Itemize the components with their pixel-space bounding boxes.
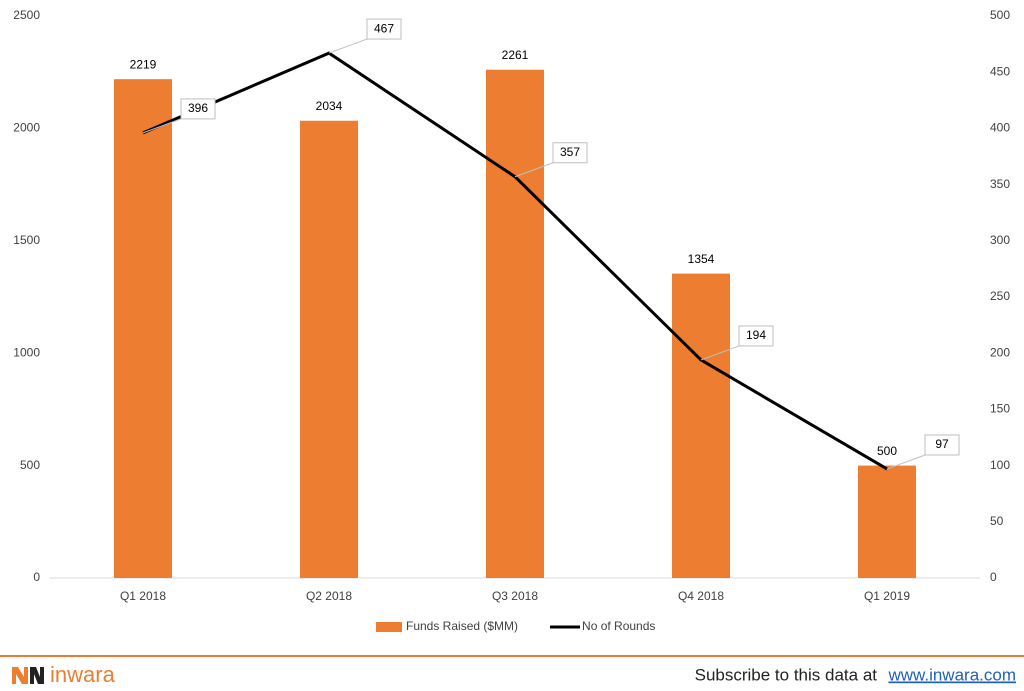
y2-tick-label: 200 — [990, 345, 1010, 359]
bar — [486, 69, 544, 578]
legend-swatch — [376, 622, 402, 632]
bar-value-label: 2261 — [502, 48, 529, 62]
x-tick-label: Q1 2018 — [120, 589, 166, 603]
callout-box — [738, 325, 774, 347]
callout-leader — [514, 162, 554, 178]
legend-label: No of Rounds — [582, 619, 655, 633]
y2-tick-label: 250 — [990, 289, 1010, 303]
bar-value-label: 2034 — [316, 99, 343, 113]
y2-tick-label: 450 — [990, 64, 1010, 78]
bar-value-label: 500 — [877, 444, 897, 458]
callout-leader — [886, 454, 926, 470]
y-tick-label: 500 — [20, 458, 40, 472]
line-value-label: 396 — [188, 101, 208, 115]
callout-leader — [700, 345, 740, 361]
x-tick-label: Q3 2018 — [492, 589, 538, 603]
y2-tick-label: 150 — [990, 402, 1010, 416]
callout-box — [552, 142, 588, 164]
bar — [114, 79, 172, 579]
legend-label: Funds Raised ($MM) — [406, 619, 518, 633]
y-tick-label: 1500 — [13, 233, 40, 247]
line-value-label: 467 — [374, 21, 394, 35]
line-value-label: 97 — [935, 437, 949, 451]
brand: inwara — [50, 662, 116, 687]
callout-box — [924, 434, 960, 456]
y2-tick-label: 100 — [990, 458, 1010, 472]
bar-value-label: 2219 — [130, 57, 157, 71]
x-tick-label: Q2 2018 — [306, 589, 352, 603]
y2-tick-label: 350 — [990, 177, 1010, 191]
x-tick-label: Q1 2019 — [864, 589, 910, 603]
callout-box — [366, 18, 402, 40]
line-value-label: 194 — [746, 328, 766, 342]
logo-icon — [12, 667, 44, 684]
bar — [858, 465, 916, 578]
y-tick-label: 2000 — [13, 121, 40, 135]
callout-box — [180, 98, 216, 120]
y2-tick-label: 400 — [990, 121, 1010, 135]
callout-leader — [328, 38, 368, 54]
x-tick-label: Q4 2018 — [678, 589, 724, 603]
y-tick-label: 2500 — [13, 8, 40, 22]
line-value-label: 357 — [560, 145, 580, 159]
y2-tick-label: 300 — [990, 233, 1010, 247]
bar-value-label: 1354 — [688, 252, 715, 266]
footer-text: Subscribe to this data at — [695, 665, 878, 684]
y-tick-label: 0 — [33, 570, 40, 584]
bar — [672, 273, 730, 578]
footer-link[interactable]: www.inwara.com — [887, 665, 1016, 684]
y2-tick-label: 500 — [990, 8, 1010, 22]
callout-leader — [142, 118, 182, 134]
y2-tick-label: 0 — [990, 570, 997, 584]
y2-tick-label: 50 — [990, 514, 1004, 528]
y-tick-label: 1000 — [13, 345, 40, 359]
bar — [300, 120, 358, 578]
